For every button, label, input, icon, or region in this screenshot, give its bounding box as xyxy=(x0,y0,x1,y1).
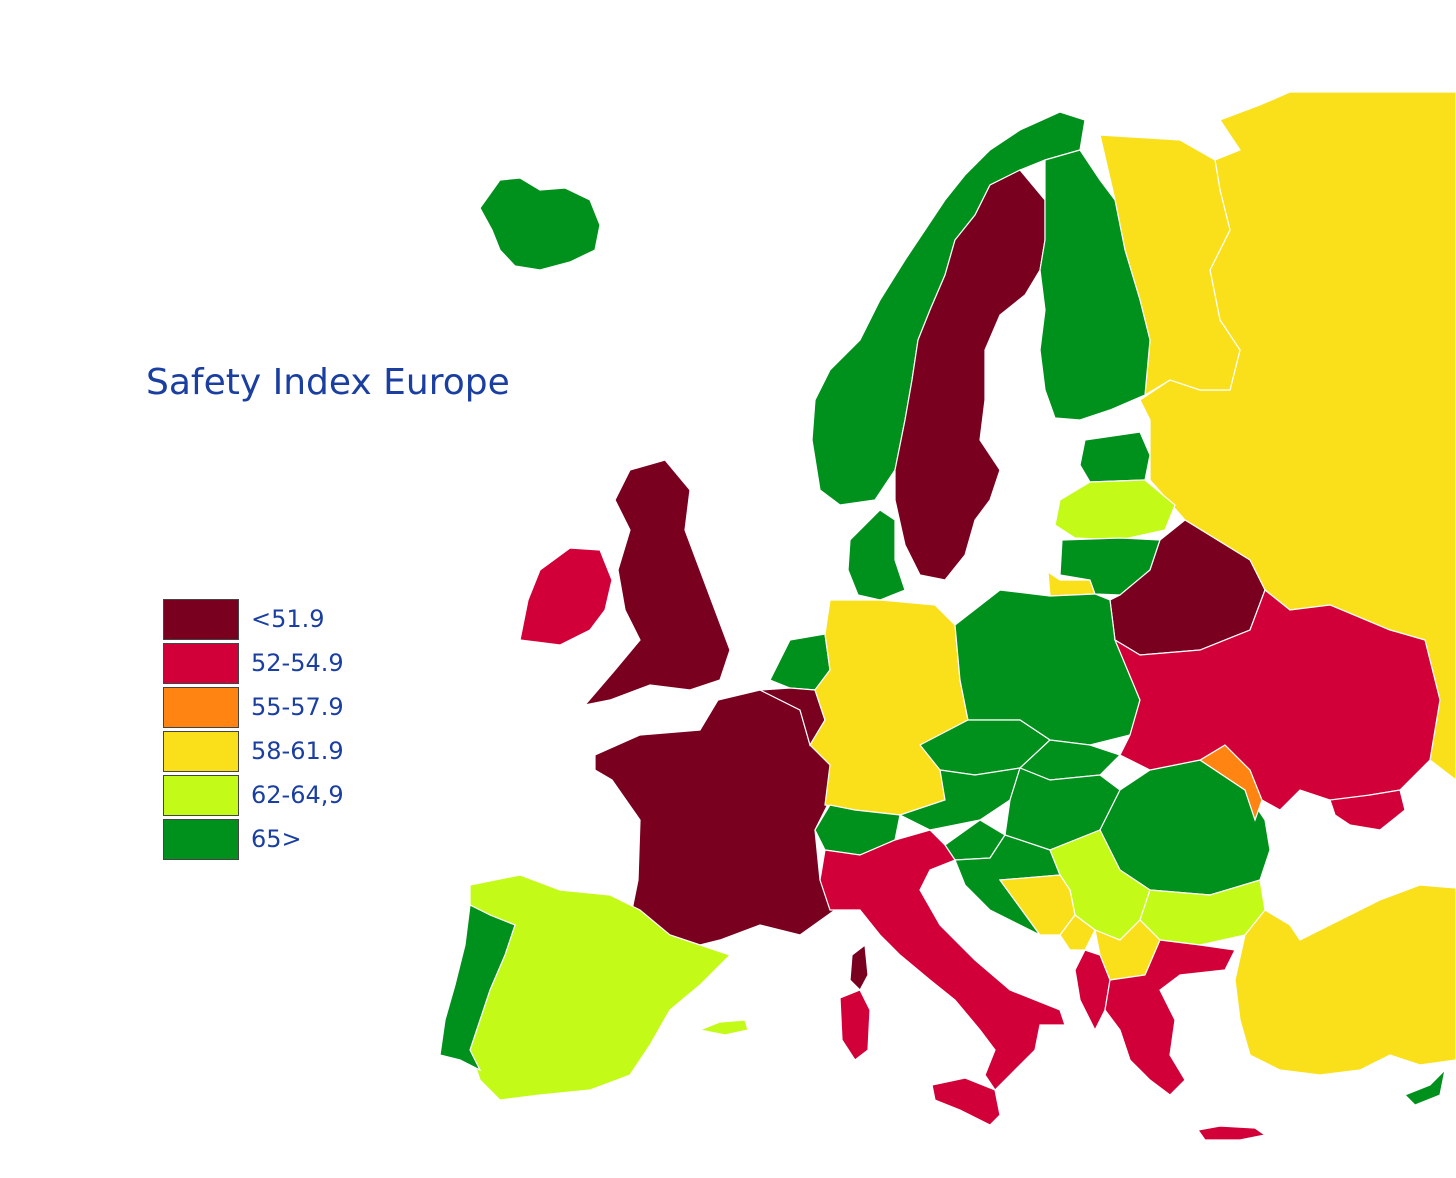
region-united-kingdom xyxy=(583,459,731,706)
region-cyprus xyxy=(1403,1068,1446,1106)
legend-label: 52-54.9 xyxy=(251,649,344,677)
legend-swatch xyxy=(163,687,239,728)
region-portugal xyxy=(439,904,516,1072)
legend-swatch xyxy=(163,819,239,860)
legend-label: 58-61.9 xyxy=(251,737,344,765)
region-sweden xyxy=(894,169,1046,581)
region-ireland xyxy=(519,547,613,646)
legend-label: <51.9 xyxy=(251,605,325,633)
region-crete xyxy=(1196,1125,1267,1141)
region-italy xyxy=(819,829,1066,1091)
legend-label: 65> xyxy=(251,825,302,853)
legend-swatch xyxy=(163,731,239,772)
region-iceland xyxy=(479,177,601,271)
region-balearic xyxy=(697,1019,749,1036)
legend-label: 62-64,9 xyxy=(251,781,344,809)
region-montenegro xyxy=(1059,914,1096,951)
region-finland xyxy=(1039,149,1151,421)
legend-swatch xyxy=(163,775,239,816)
legend-swatch xyxy=(163,643,239,684)
region-turkey xyxy=(1234,884,1456,1076)
region-greece xyxy=(1104,939,1236,1096)
map-title: Safety Index Europe xyxy=(146,362,510,403)
region-sicily xyxy=(931,1077,1001,1126)
region-denmark xyxy=(847,509,906,601)
region-corsica xyxy=(849,943,869,991)
legend-swatch xyxy=(163,599,239,640)
region-albania xyxy=(1074,949,1111,1032)
region-sardinia xyxy=(839,989,871,1061)
region-latvia xyxy=(1054,479,1176,541)
legend-label: 55-57.9 xyxy=(251,693,344,721)
region-estonia xyxy=(1079,431,1151,483)
region-crimea xyxy=(1329,789,1406,831)
